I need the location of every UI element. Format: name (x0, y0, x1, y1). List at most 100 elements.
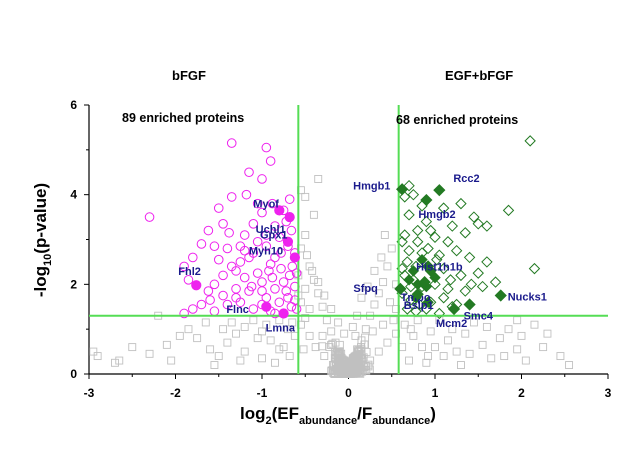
x-tick-label: 0 (345, 386, 352, 400)
nonsig-point (457, 361, 465, 369)
nonsig-point (301, 231, 310, 239)
right-enriched-point (433, 249, 446, 261)
nonsig-point (340, 329, 349, 338)
left-enriched-point (265, 259, 276, 269)
x-tick-label: -3 (84, 386, 95, 400)
nonsig-point (398, 343, 407, 352)
left-enriched-point (252, 198, 263, 209)
y-axis-label-part: (p-value) (31, 183, 50, 254)
left-enriched-point (239, 245, 250, 256)
right-enriched-point (429, 278, 441, 291)
left-enriched-point (209, 241, 220, 252)
right-enriched-point (401, 256, 414, 268)
left-enriched-point (270, 221, 280, 231)
nonsig-point (308, 266, 317, 275)
right-enriched-point (465, 278, 478, 291)
right-enriched-point (431, 253, 443, 266)
right-enriched-point (429, 231, 441, 243)
nonsig-point (461, 329, 470, 338)
protein-label: Mcm2 (436, 318, 467, 330)
nonsig-point (262, 320, 271, 329)
nonsig-point (406, 325, 415, 334)
right-enriched-point (420, 303, 433, 315)
nonsig-point (366, 356, 375, 365)
nonsig-point (89, 347, 98, 356)
nonsig-point (431, 343, 439, 352)
nonsig-point (370, 266, 379, 275)
left-enriched-point (213, 254, 224, 265)
protein-label: Rcc2 (453, 173, 479, 185)
right-filled-point (422, 296, 434, 308)
nonsig-point (219, 325, 228, 334)
nonsig-point (318, 302, 327, 311)
left-enriched-point (226, 261, 237, 272)
nonsig-point (478, 340, 487, 349)
nonsig-point (145, 349, 154, 358)
left-enriched-point (222, 243, 233, 254)
left-enriched-point (226, 138, 237, 148)
right-enriched-point (422, 242, 434, 255)
nonsig-point (357, 293, 366, 302)
left-enriched-point (265, 156, 276, 166)
right-enriched-point (403, 245, 415, 257)
left-enriched-point (291, 304, 302, 314)
nonsig-point (517, 331, 526, 340)
protein-label: Myh10 (249, 245, 283, 257)
right-enriched-point (403, 209, 415, 221)
nonsig-point (539, 343, 548, 352)
left-enriched-point (261, 241, 272, 252)
left-enriched-point (231, 284, 241, 294)
right-labeled-point (447, 302, 461, 316)
nonsig-point (363, 282, 372, 291)
right-labeled-point (411, 288, 424, 301)
right-enriched-point (437, 262, 450, 275)
left-enriched-point (196, 239, 207, 249)
right-enriched-point (437, 292, 450, 304)
nonsig-point (543, 329, 552, 338)
left-labeled-point (261, 301, 272, 312)
left-enriched-point (257, 174, 267, 184)
nonsig-point (320, 291, 329, 300)
left-enriched-point (276, 263, 286, 274)
left-enriched-point (239, 230, 250, 240)
nonsig-point (184, 325, 193, 334)
annotation-left-count: 89 enriched proteins (122, 111, 244, 125)
right-enriched-point (455, 197, 467, 210)
left-enriched-point (231, 292, 241, 303)
right-enriched-point (472, 218, 484, 230)
nonsig-point (379, 278, 388, 287)
nonsig-point (301, 284, 310, 293)
nonsig-point (530, 320, 539, 329)
nonsig-point (357, 346, 366, 355)
right-enriched-point (420, 215, 433, 228)
protein-label: Flnc (226, 304, 249, 316)
nonsig-point (360, 363, 369, 372)
right-enriched-point (459, 227, 471, 239)
right-enriched-point (468, 211, 480, 223)
nonsig-point (284, 325, 292, 334)
left-labeled-point (274, 205, 285, 216)
left-enriched-point (281, 286, 292, 296)
nonsig-point (258, 327, 266, 336)
right-enriched-point (442, 283, 454, 295)
right-labeled-point (396, 183, 409, 196)
nonsig-point (271, 358, 279, 367)
left-enriched-point (205, 295, 215, 305)
nonsig-point (175, 331, 184, 340)
right-enriched-point (450, 245, 463, 257)
left-enriched-point (283, 292, 293, 303)
nonsig-point (444, 336, 452, 345)
protein-label: Smc4 (464, 311, 494, 323)
nonsig-point (364, 360, 373, 369)
nonsig-point (285, 352, 294, 361)
left-enriched-point (257, 207, 267, 218)
right-labeled-point (494, 289, 507, 302)
protein-label: Gpx1 (260, 230, 288, 242)
nonsig-point (370, 300, 379, 309)
nonsig-point (465, 349, 474, 358)
nonsig-point (331, 338, 340, 347)
nonsig-point (128, 343, 137, 352)
right-enriched-point (424, 224, 437, 237)
nonsig-point (309, 275, 318, 284)
